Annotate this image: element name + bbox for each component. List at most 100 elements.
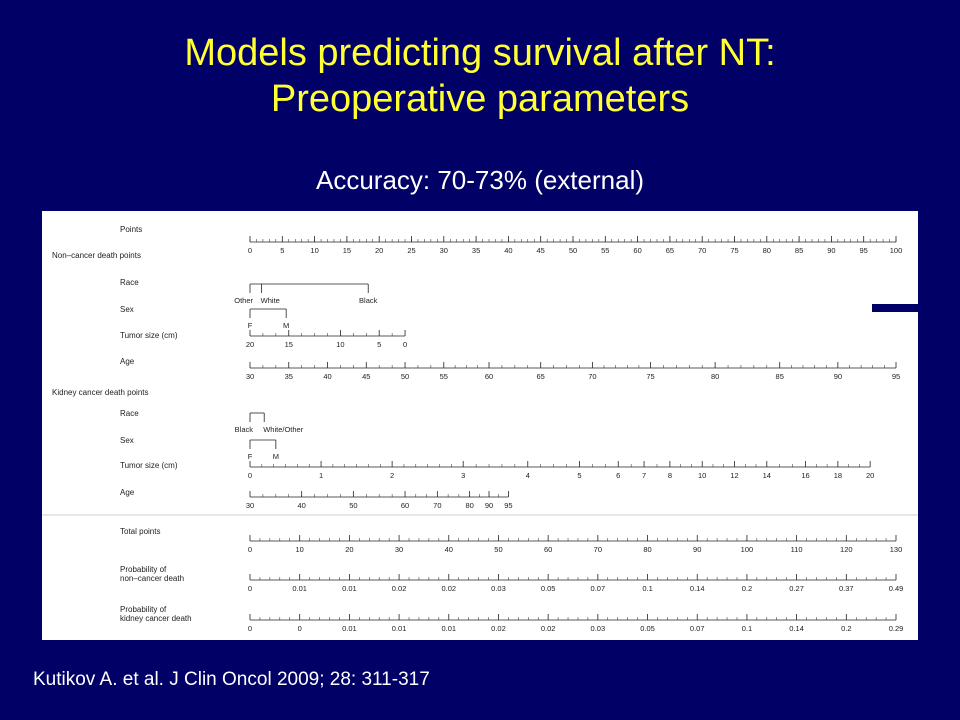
prob_nc-tick-label: 0.37	[839, 584, 854, 593]
prob_nc-tick-label: 0.07	[591, 584, 606, 593]
kc_tumor-tick-label: 3	[461, 471, 465, 480]
total-tick-label: 100	[741, 545, 754, 554]
prob_kc-tick-label: 0.01	[441, 624, 456, 633]
kc_age-tick-label: 90	[485, 501, 493, 510]
slide-title-line1: Models predicting survival after NT:	[184, 32, 776, 74]
kc_tumor-tick-label: 6	[616, 471, 620, 480]
total-tick-label: 120	[840, 545, 853, 554]
prob_kc-tick-label: 0	[248, 624, 252, 633]
prob_nc-tick-label: 0.27	[789, 584, 804, 593]
nc_age-tick-label: 85	[776, 372, 784, 381]
points-tick-label: 40	[504, 246, 512, 255]
nc_race-tick-label: White	[261, 296, 280, 305]
prob_nc-label: non–cancer death	[120, 574, 184, 583]
points-tick-label: 25	[407, 246, 415, 255]
prob_kc-tick-label: 0.02	[541, 624, 556, 633]
prob_nc-tick-label: 0.2	[742, 584, 752, 593]
kc_tumor-tick-label: 7	[642, 471, 646, 480]
points-tick-label: 5	[280, 246, 284, 255]
prob_nc-tick-label: 0.02	[441, 584, 456, 593]
kc_age-label: Age	[120, 488, 135, 497]
prob_kc-tick-label: 0	[298, 624, 302, 633]
kc_tumor-tick-label: 1	[319, 471, 323, 480]
total-tick-label: 90	[693, 545, 701, 554]
kc_sex-tick-label: M	[273, 452, 279, 461]
total-label: Total points	[120, 527, 160, 536]
points-tick-label: 45	[537, 246, 545, 255]
points-tick-label: 55	[601, 246, 609, 255]
nc_race-tick-label: Black	[359, 296, 378, 305]
prob_nc-tick-label: 0.49	[889, 584, 904, 593]
kc_tumor-tick-label: 4	[526, 471, 530, 480]
kc_race-tick-label: Black	[235, 425, 254, 434]
total-tick-label: 110	[791, 545, 803, 554]
nc_age-tick-label: 70	[588, 372, 596, 381]
nc_sex-label: Sex	[120, 305, 134, 314]
kc_tumor-tick-label: 5	[577, 471, 581, 480]
total-tick-label: 30	[395, 545, 403, 554]
section-noncancer-heading: Non–cancer death points	[52, 251, 141, 260]
points-tick-label: 80	[763, 246, 771, 255]
prob_kc-tick-label: 0.29	[889, 624, 904, 633]
total-tick-label: 10	[296, 545, 304, 554]
points-tick-label: 85	[795, 246, 803, 255]
kc_age-tick-label: 30	[246, 501, 254, 510]
kc_tumor-tick-label: 20	[866, 471, 874, 480]
prob_kc-tick-label: 0.05	[640, 624, 655, 633]
nc_tumor-label: Tumor size (cm)	[120, 331, 178, 340]
nc_age-label: Age	[120, 357, 135, 366]
kc_sex-tick-label: F	[248, 452, 253, 461]
nc_age-tick-label: 90	[834, 372, 842, 381]
total-tick-label: 40	[445, 545, 453, 554]
nc_age-tick-label: 60	[485, 372, 493, 381]
points-tick-label: 70	[698, 246, 706, 255]
section-kidney-heading: Kidney cancer death points	[52, 388, 149, 397]
nomogram-chart: Non–cancer death points Kidney cancer dea…	[42, 225, 918, 633]
kc_tumor-tick-label: 14	[763, 471, 771, 480]
prob_nc-tick-label: 0.01	[342, 584, 357, 593]
nc_sex-tick-label: M	[283, 321, 289, 330]
points-tick-label: 60	[633, 246, 641, 255]
kc_tumor-tick-label: 16	[801, 471, 809, 480]
kc_age-tick-label: 95	[504, 501, 512, 510]
nc_age-tick-label: 75	[646, 372, 654, 381]
prob_nc-tick-label: 0.03	[491, 584, 506, 593]
prob_nc-tick-label: 0.01	[292, 584, 307, 593]
kc_age-tick-label: 50	[349, 501, 357, 510]
points-tick-label: 20	[375, 246, 383, 255]
points-tick-label: 10	[310, 246, 318, 255]
total-tick-label: 60	[544, 545, 552, 554]
kc_age-tick-label: 40	[298, 501, 306, 510]
prob_kc-tick-label: 0.03	[591, 624, 606, 633]
nc_age-tick-label: 40	[323, 372, 331, 381]
points-tick-label: 100	[890, 246, 903, 255]
prob_kc-label: Probability of	[120, 605, 167, 614]
nc_age-tick-label: 50	[401, 372, 409, 381]
kc_tumor-tick-label: 2	[390, 471, 394, 480]
points-tick-label: 65	[666, 246, 674, 255]
nc_race-label: Race	[120, 278, 139, 287]
nc_age-tick-label: 35	[285, 372, 293, 381]
slide-title: Models predicting survival after NT: Pre…	[0, 30, 960, 122]
points-label: Points	[120, 225, 142, 234]
kc_tumor-tick-label: 0	[248, 471, 252, 480]
prob_nc-tick-label: 0.05	[541, 584, 556, 593]
kc_age-tick-label: 80	[465, 501, 473, 510]
nc_age-tick-label: 30	[246, 372, 254, 381]
points-tick-label: 35	[472, 246, 480, 255]
prob_kc-tick-label: 0.01	[342, 624, 357, 633]
nc_tumor-tick-label: 0	[403, 340, 407, 349]
prob_kc-label: kidney cancer death	[120, 614, 192, 623]
points-tick-label: 0	[248, 246, 252, 255]
prob_kc-tick-label: 0.1	[742, 624, 752, 633]
kc_age-tick-label: 60	[401, 501, 409, 510]
kc_race-label: Race	[120, 409, 139, 418]
nc_tumor-tick-label: 10	[336, 340, 344, 349]
points-tick-label: 90	[827, 246, 835, 255]
kc_tumor-tick-label: 10	[698, 471, 706, 480]
slide-title-line2: Preoperative parameters	[270, 78, 690, 120]
points-tick-label: 50	[569, 246, 577, 255]
prob_kc-tick-label: 0.07	[690, 624, 705, 633]
prob_kc-tick-label: 0.2	[841, 624, 851, 633]
nc_age-tick-label: 65	[537, 372, 545, 381]
